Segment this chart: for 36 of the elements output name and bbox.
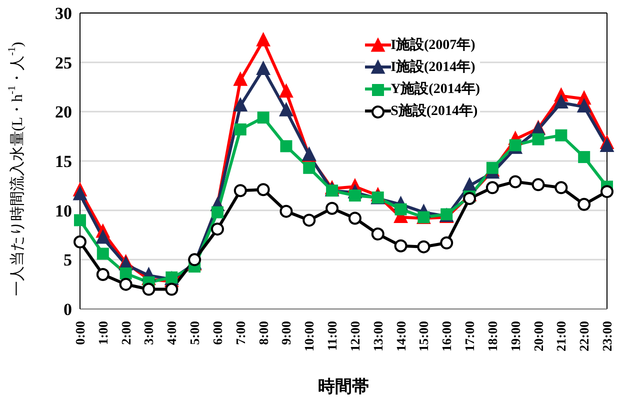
- x-tick-label: 8:00: [256, 321, 271, 345]
- x-tick-label: 19:00: [508, 321, 523, 352]
- x-tick-label: 12:00: [347, 321, 362, 352]
- x-tick-label: 10:00: [302, 321, 317, 352]
- y-tick-label: 5: [64, 250, 72, 270]
- y-tick-label: 30: [55, 4, 72, 24]
- x-tick-label: 20:00: [530, 321, 546, 352]
- x-tick-label: 4:00: [164, 321, 180, 345]
- x-tick-label: 13:00: [370, 321, 386, 352]
- y-tick-label: 20: [55, 102, 72, 122]
- legend-label: S施設(2014年): [390, 102, 478, 120]
- x-tick-label: 14:00: [393, 321, 408, 352]
- x-tick-label: 16:00: [439, 321, 454, 352]
- x-tick-label: 6:00: [210, 321, 225, 345]
- x-axis-title: 時間帯: [318, 377, 369, 396]
- y-tick-label: 0: [64, 300, 72, 320]
- y-tick-label: 10: [55, 201, 72, 220]
- x-tick-label: 0:00: [72, 321, 88, 345]
- y-tick-label: 25: [55, 53, 72, 72]
- legend-label: I施設(2014年): [390, 58, 476, 76]
- x-tick-label: 1:00: [95, 321, 110, 345]
- x-tick-label: 23:00: [600, 321, 614, 352]
- x-tick-label: 17:00: [462, 321, 478, 352]
- x-tick-label: 22:00: [576, 321, 592, 352]
- x-tick-label: 18:00: [484, 321, 500, 352]
- x-tick-label: 21:00: [554, 321, 569, 352]
- legend-label: Y施設(2014年): [390, 80, 480, 98]
- x-tick-label: 5:00: [187, 321, 202, 345]
- x-tick-label: 7:00: [232, 321, 248, 345]
- x-tick-label: 15:00: [416, 321, 432, 352]
- legend-label: I施設(2007年): [390, 36, 476, 54]
- x-tick-label: 9:00: [278, 321, 294, 345]
- x-tick-label: 11:00: [324, 321, 340, 351]
- x-tick-label: 3:00: [141, 321, 156, 345]
- y-tick-label: 15: [55, 152, 72, 172]
- x-tick-label: 2:00: [118, 321, 134, 345]
